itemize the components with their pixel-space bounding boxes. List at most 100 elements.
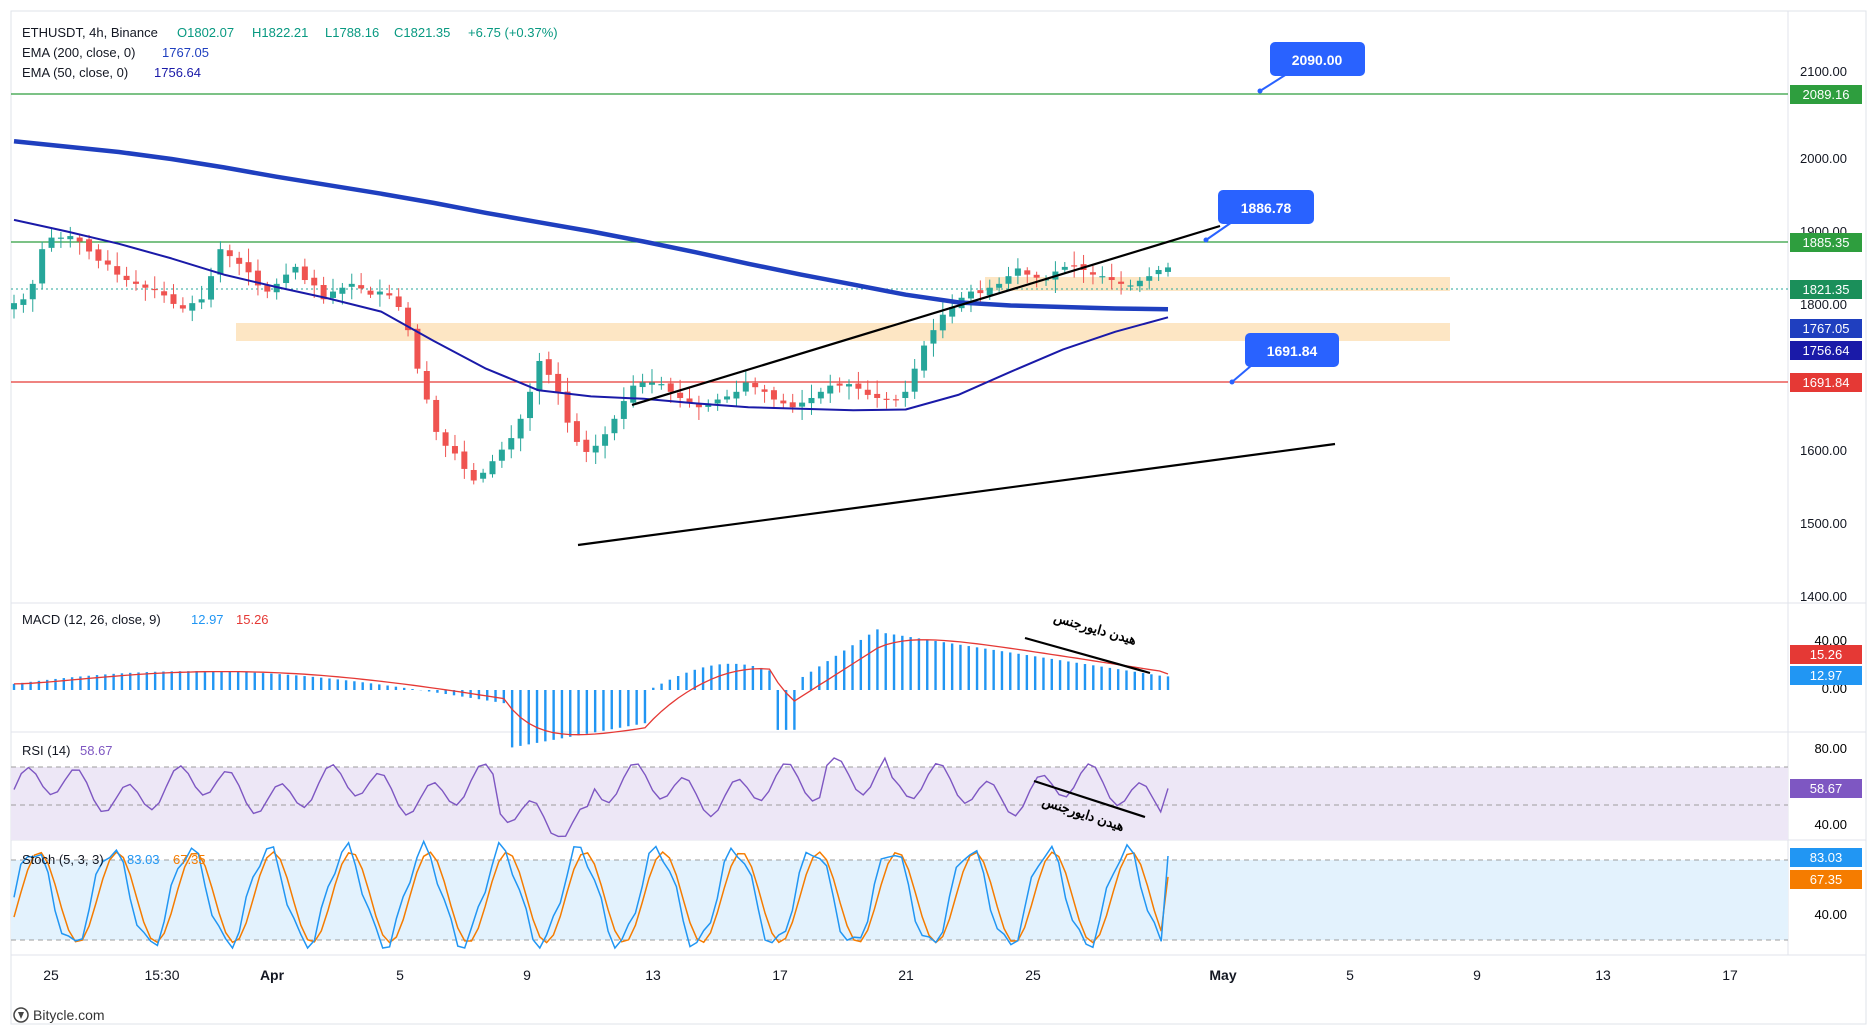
macd-bar bbox=[502, 690, 506, 704]
rsi-divergence-line[interactable] bbox=[1033, 779, 1146, 819]
macd-bar bbox=[527, 690, 530, 745]
stoch-legend[interactable]: Stoch (5, 3, 3) 83.03 67.35 bbox=[22, 852, 206, 867]
candle bbox=[1005, 266, 1012, 290]
lower-trendline[interactable] bbox=[577, 442, 1336, 547]
candle bbox=[95, 244, 102, 269]
macd-bar bbox=[444, 690, 447, 695]
macd-divergence-line[interactable] bbox=[1024, 636, 1151, 675]
macd-legend-signal: 15.26 bbox=[236, 612, 269, 627]
macd-bar bbox=[1150, 674, 1153, 690]
ema200-line[interactable] bbox=[13, 138, 1169, 312]
macd-bar bbox=[37, 680, 41, 690]
callout-1691[interactable]: 1691.84 bbox=[1229, 333, 1340, 385]
macd-bar bbox=[851, 645, 854, 690]
candle bbox=[86, 234, 93, 260]
svg-text:1767.05: 1767.05 bbox=[1803, 321, 1850, 336]
callout-2090[interactable]: 2090.00 bbox=[1257, 42, 1366, 94]
price-tick: 1600.00 bbox=[1800, 443, 1847, 458]
stoch-legend-label: Stoch (5, 3, 3) bbox=[22, 852, 104, 867]
candle bbox=[630, 375, 637, 408]
time-tick: 5 bbox=[1346, 967, 1354, 983]
candle bbox=[930, 318, 937, 357]
candle bbox=[967, 284, 974, 313]
candle bbox=[39, 241, 46, 290]
macd-bar bbox=[145, 672, 149, 690]
rsi-legend[interactable]: RSI (14) 58.67 bbox=[22, 743, 113, 758]
upper-trendline[interactable] bbox=[631, 224, 1221, 407]
time-tick: 17 bbox=[1722, 967, 1738, 983]
symbol-legend[interactable]: ETHUSDT, 4h, Binance O1802.07 H1822.21 L… bbox=[22, 25, 558, 80]
price-tag-current: 1821.35 bbox=[1790, 280, 1862, 299]
candle bbox=[29, 279, 36, 312]
macd-bar bbox=[809, 671, 813, 690]
macd-bar bbox=[153, 671, 157, 690]
macd-bar bbox=[486, 690, 489, 701]
rsi-legend-label: RSI (14) bbox=[22, 743, 70, 758]
candle bbox=[57, 231, 64, 248]
candle bbox=[780, 393, 787, 409]
macd-bar bbox=[577, 690, 580, 736]
candle bbox=[874, 380, 881, 408]
macd-bar bbox=[693, 669, 696, 690]
macd-bar bbox=[62, 678, 66, 690]
candle bbox=[48, 227, 55, 252]
ohlc-close: C1821.35 bbox=[394, 25, 450, 40]
price-axis[interactable]: 2100.00 2000.00 1900.00 1800.00 1600.00 … bbox=[1800, 64, 1847, 604]
macd-bar bbox=[170, 671, 173, 690]
ema50-legend: EMA (50, close, 0) bbox=[22, 65, 128, 80]
time-axis[interactable]: 25 15:30 Apr 5 9 13 17 21 25 May 5 9 13 … bbox=[43, 967, 1738, 983]
macd-bar bbox=[818, 666, 821, 690]
macd-bar bbox=[992, 649, 995, 690]
macd-bar bbox=[104, 674, 107, 690]
candle bbox=[799, 389, 806, 420]
candle bbox=[836, 377, 843, 393]
candle bbox=[451, 434, 458, 461]
ema50-line[interactable] bbox=[13, 218, 1169, 412]
candle bbox=[902, 380, 909, 407]
candle bbox=[602, 426, 609, 459]
price-tick: 2000.00 bbox=[1800, 151, 1847, 166]
macd-bar bbox=[12, 683, 16, 690]
macd-bar bbox=[627, 690, 630, 727]
macd-bar bbox=[876, 629, 879, 690]
candle bbox=[714, 393, 721, 411]
svg-text:67.35: 67.35 bbox=[1810, 872, 1843, 887]
callout-1886[interactable]: 1886.78 bbox=[1203, 190, 1315, 243]
stoch-legend-d: 67.35 bbox=[173, 852, 206, 867]
candle bbox=[76, 233, 83, 255]
time-tick: May bbox=[1209, 967, 1236, 983]
macd-bar bbox=[278, 674, 281, 690]
candle bbox=[170, 284, 177, 309]
macd-bar bbox=[635, 690, 638, 725]
macd-bar bbox=[178, 671, 182, 690]
macd-bar bbox=[436, 690, 439, 693]
macd-bar bbox=[510, 690, 514, 748]
candle bbox=[461, 440, 468, 479]
macd-bar bbox=[1141, 673, 1145, 690]
macd-bar bbox=[336, 679, 339, 690]
macd-legend[interactable]: MACD (12, 26, close, 9) 12.97 15.26 bbox=[22, 612, 269, 627]
macd-bar bbox=[950, 643, 954, 690]
time-tick: 13 bbox=[1595, 967, 1611, 983]
symbol-title: ETHUSDT, 4h, Binance bbox=[22, 25, 158, 40]
candle bbox=[733, 380, 740, 407]
time-tick: 9 bbox=[1473, 967, 1481, 983]
candle bbox=[236, 251, 243, 276]
candle bbox=[480, 468, 487, 483]
candle bbox=[996, 277, 1003, 294]
ema200-legend-value: 1767.05 bbox=[162, 45, 209, 60]
macd-bar bbox=[718, 664, 721, 690]
macd-bar bbox=[54, 678, 57, 690]
candle bbox=[1146, 267, 1153, 290]
candle bbox=[367, 286, 374, 298]
candle bbox=[1089, 265, 1096, 285]
candle bbox=[1014, 258, 1021, 285]
candle bbox=[939, 302, 946, 339]
ohlc-low: L1788.16 bbox=[325, 25, 379, 40]
macd-bar bbox=[1158, 675, 1161, 690]
candle bbox=[283, 263, 290, 289]
candle bbox=[1127, 279, 1134, 291]
macd-bar bbox=[660, 683, 663, 690]
macd-bar bbox=[544, 690, 547, 742]
